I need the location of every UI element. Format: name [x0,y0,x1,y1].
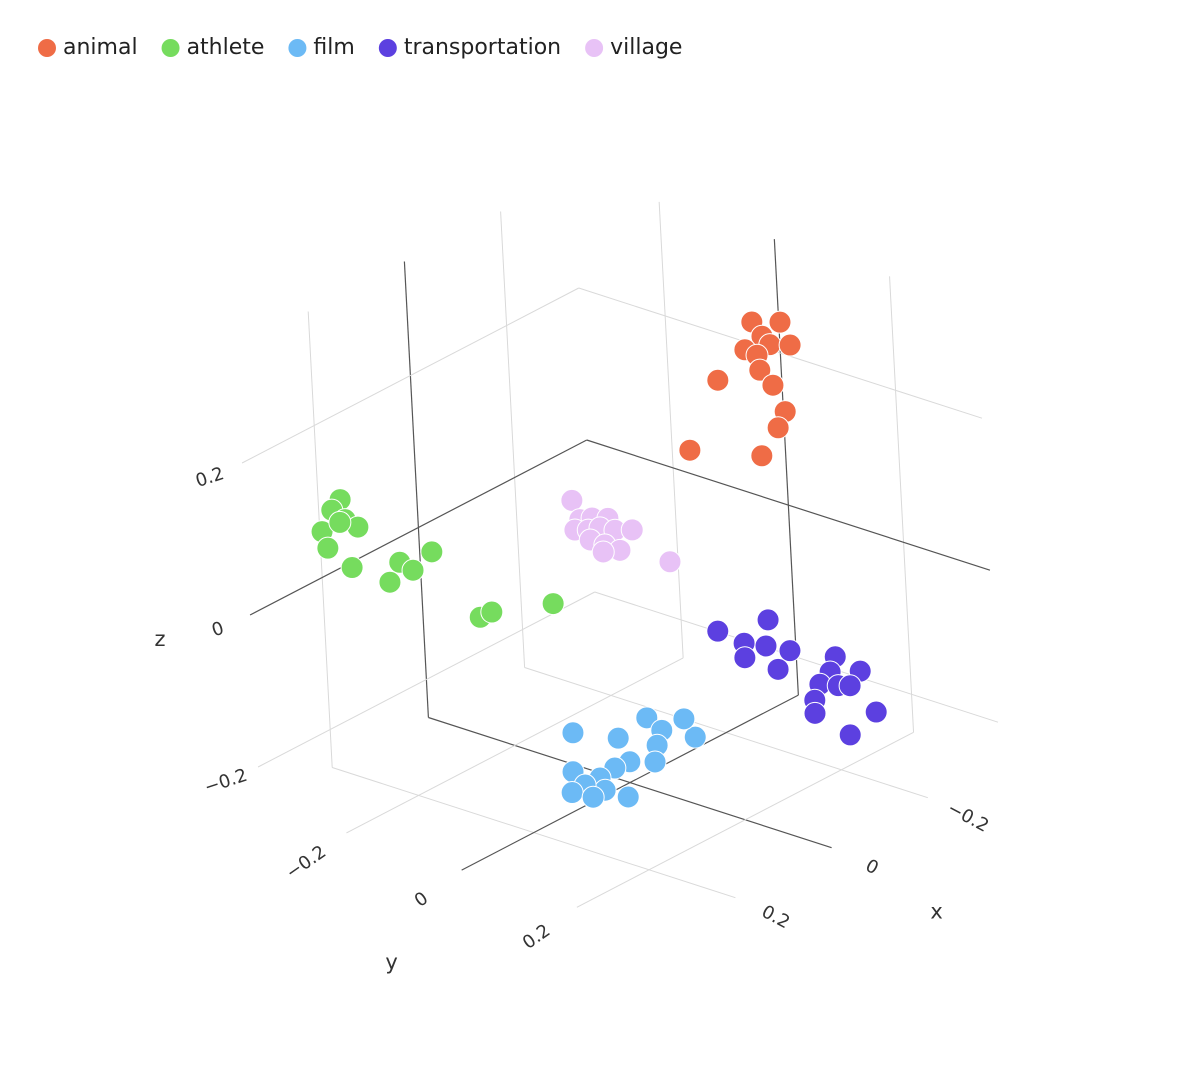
data-point [754,634,778,658]
x-tick-label: −0.2 [944,798,992,837]
data-point [683,725,707,749]
data-point [864,700,888,724]
data-point [560,781,584,805]
y-grid-line [658,201,684,658]
series [310,488,565,629]
data-point [803,701,827,725]
y-grid-line [889,276,915,733]
legend-swatch [378,39,397,57]
data-point [620,518,644,542]
z-grid-line [249,439,588,616]
data-point [678,438,702,462]
data-point [591,540,615,564]
data-point [541,592,565,616]
data-point [480,600,504,624]
series [560,488,682,574]
legend-swatch [38,39,56,57]
data-point [750,444,774,468]
legend-swatch [288,39,307,57]
data-point [672,707,696,731]
legend-item[interactable]: film [288,35,355,60]
legend-label: animal [63,35,138,60]
y-grid-line [346,657,684,834]
series [678,310,802,468]
y-grid-line [461,694,799,871]
y-grid-line [773,239,799,696]
data-point [635,706,659,730]
data-point [316,536,340,560]
z-tick-label: 0.2 [193,463,227,492]
z-tick-label: −0.2 [202,765,250,798]
x-tick-label: 0 [862,855,882,879]
y-axis-title: y [385,950,397,974]
legend-swatch [585,39,604,57]
x-grid-line [403,261,429,718]
data-point [706,368,730,392]
data-point [401,558,425,582]
data-point [766,416,790,440]
data-point [838,723,862,747]
legend-label: village [610,35,682,60]
data-point [560,488,584,512]
z-grid-line [257,591,595,768]
y-tick-label: −0.2 [282,841,330,883]
x-grid-line [500,211,526,668]
data-point [328,510,352,534]
z-tick-label: 0 [209,618,226,642]
data-point [733,646,757,670]
x-tick-label: 0.2 [758,901,793,933]
legend-item[interactable]: animal [38,35,138,60]
data-point [606,726,630,750]
z-grid-line [578,287,983,419]
data-point [658,550,682,574]
legend-swatch [161,39,180,57]
legend-label: film [313,35,354,60]
y-tick-label: 0.2 [519,920,555,954]
data-point [778,639,802,663]
series [706,608,888,747]
legend-label: transportation [404,35,561,60]
series [560,706,707,809]
data-point [706,619,730,643]
y-tick-label: 0 [411,888,432,912]
data-point [581,785,605,809]
data-point [838,674,862,698]
legend-item[interactable]: village [585,35,682,60]
data-point [561,721,585,745]
z-grid-line [586,439,991,571]
data-point [778,333,802,357]
z-axis-title: z [155,627,166,651]
data-point [756,608,780,632]
data-point [378,570,402,594]
y-grid-line [576,731,914,908]
x-axis-title: x [930,900,942,924]
data-point [616,785,640,809]
legend-label: athlete [187,35,265,60]
data-point [420,540,444,564]
data-point [748,358,772,382]
legend: animal athlete film transportation village [38,35,682,60]
data-point [340,556,364,580]
data-point [768,310,792,334]
legend-item[interactable]: athlete [161,35,265,60]
z-grid-line [241,287,579,464]
data-point [766,657,790,681]
legend-item[interactable]: transportation [378,35,561,60]
data-point [761,373,785,397]
data-point [643,750,667,774]
